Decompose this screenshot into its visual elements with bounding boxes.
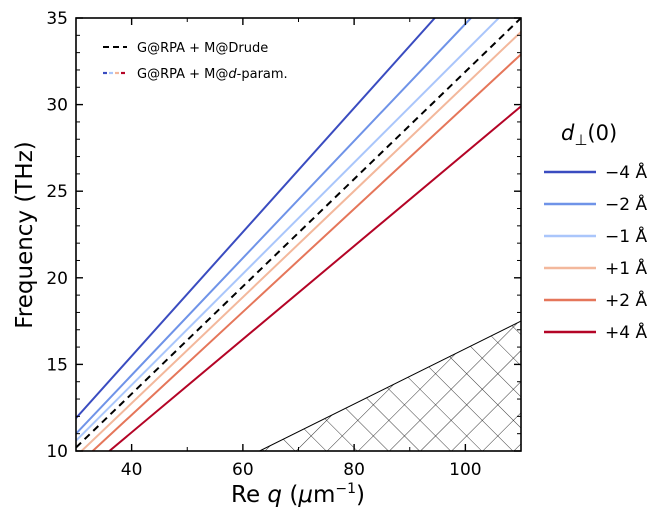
- right-legend-label-5: +4 Å: [605, 321, 647, 343]
- x-tick-label-0: 40: [121, 460, 143, 480]
- y-tick-label-1: 15: [46, 355, 68, 375]
- y-axis-ticks: 10 15 20 25 30 35: [46, 9, 521, 462]
- x-tick-label-1: 60: [232, 460, 254, 480]
- series-line-3: [76, 18, 500, 442]
- y-tick-label-5: 35: [46, 9, 68, 29]
- y-tick-label-2: 20: [46, 269, 68, 289]
- y-axis-label: Frequency (THz): [12, 141, 38, 329]
- x-tick-label-2: 80: [343, 460, 365, 480]
- x-axis-ticks: 40 60 80 100: [75, 18, 522, 480]
- right-legend-label-4: +2 Å: [605, 289, 647, 311]
- inner-legend: G@RPA + M@Drude G@RPA + M@d-param.: [103, 41, 288, 82]
- x-axis-label: Re q (μm−1): [231, 481, 365, 508]
- x-tick-label-3: 100: [449, 460, 481, 480]
- hatched-region: [259, 320, 521, 451]
- legend-label-drude: G@RPA + M@Drude: [137, 41, 268, 56]
- y-tick-label-4: 30: [46, 96, 68, 116]
- series-line-6: [108, 105, 521, 451]
- legend-label-dparam: G@RPA + M@d-param.: [137, 67, 288, 82]
- series-line-5: [92, 53, 521, 451]
- series-line-2: [76, 18, 472, 435]
- right-legend-title: d⊥(0): [561, 121, 617, 149]
- plot-area: [76, 18, 521, 451]
- series-line-1: [76, 18, 436, 419]
- y-tick-label-3: 25: [46, 182, 68, 202]
- right-legend-label-1: −2 Å: [605, 193, 647, 215]
- right-legend-label-3: +1 Å: [605, 257, 647, 279]
- series-layer: [76, 18, 521, 451]
- y-tick-label-0: 10: [46, 442, 68, 462]
- right-legend: d⊥(0) −4 Å −2 Å −1 Å +1 Å +2 Å +4 Å: [544, 121, 647, 343]
- right-legend-label-0: −4 Å: [605, 161, 647, 183]
- right-legend-label-2: −1 Å: [605, 225, 647, 247]
- series-line-4: [80, 31, 521, 451]
